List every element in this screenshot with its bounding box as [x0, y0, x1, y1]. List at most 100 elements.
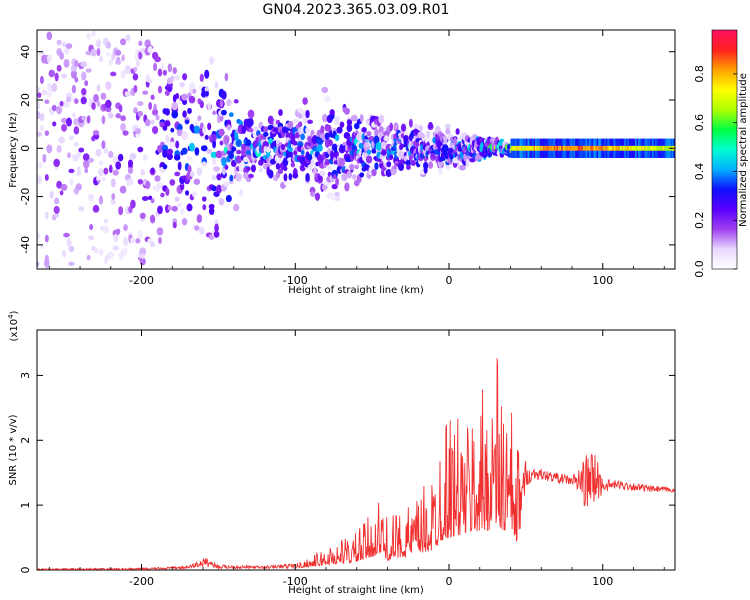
spectrogram-band-core	[602, 145, 606, 151]
spectrogram-cell	[221, 157, 227, 167]
spectrogram-cell	[156, 182, 164, 189]
spectrogram-band-core	[628, 145, 632, 151]
spectrogram-cell	[147, 195, 153, 201]
spectrogram-cell	[144, 180, 151, 190]
spectrogram-cell	[218, 128, 225, 137]
spectrogram-cell	[81, 87, 87, 96]
spectrogram-cell	[103, 218, 108, 224]
spectrogram-cell	[132, 73, 139, 81]
snr-series-line	[37, 358, 675, 570]
spectrogram-cell	[93, 93, 99, 103]
spectrogram-band-core	[611, 145, 615, 151]
spectrogram-cell	[44, 254, 49, 264]
spectrogram-cell	[150, 167, 155, 174]
spectrogram-cell	[290, 133, 296, 142]
spectrogram-cell	[54, 72, 59, 82]
spectrogram-cell	[101, 140, 106, 150]
spectrogram-cell	[37, 85, 40, 93]
spectrogram-band-core	[575, 145, 578, 151]
spectrogram-cell	[139, 48, 146, 53]
spectrogram-cell	[165, 134, 170, 144]
spectrogram-cell	[94, 247, 99, 254]
spectrogram-cell	[182, 73, 188, 81]
spectrogram-cell	[138, 51, 143, 60]
spectrogram-cell	[405, 164, 411, 170]
spectrogram-cell	[179, 208, 185, 215]
spectrogram-cell	[425, 130, 431, 138]
spectrogram-cell	[46, 54, 52, 63]
spectrogram-cell	[74, 60, 79, 68]
spectrogram-cell	[245, 150, 252, 156]
spectrogram-band-core	[545, 145, 549, 151]
spectrogram-cell	[123, 236, 129, 246]
spectrogram-band-core	[650, 145, 653, 151]
spectrogram-cell	[144, 118, 151, 127]
spectrogram-cell	[421, 134, 426, 139]
snr-panel: -200 -100 0 100 0 1 2 3 Height of straight line…	[7, 310, 676, 596]
spectrogram-band-core	[598, 145, 601, 151]
spectrogram-cell	[186, 155, 193, 161]
spectrogram-cell	[125, 34, 131, 42]
spectrogram-band-core	[627, 145, 630, 151]
spectrogram-band-core	[548, 145, 552, 151]
spectrogram-band-core	[610, 145, 613, 151]
spectrogram-cell	[120, 69, 126, 79]
spectrogram-cell	[177, 129, 183, 137]
spectrogram-cell	[213, 166, 220, 172]
spectrogram-cell	[123, 224, 128, 232]
spectrogram-cell	[112, 245, 119, 251]
spectrogram-cell	[397, 162, 405, 171]
spectrogram-cell	[174, 196, 180, 202]
spectrogram-cell	[194, 120, 199, 126]
spectrogram-cell	[161, 144, 169, 152]
spectrogram-cell	[151, 108, 159, 116]
spectrogram-cell	[316, 144, 323, 152]
spectrogram-cell	[437, 159, 444, 169]
spectrogram-cell	[169, 141, 176, 149]
spectrogram-xtick-label: -100	[283, 274, 308, 287]
spectrogram-cell	[239, 189, 244, 197]
spectrogram-band-core	[608, 145, 612, 151]
spectrogram-band-core	[587, 145, 590, 151]
spectrogram-cell	[98, 248, 104, 256]
spectrogram-cell	[336, 126, 343, 134]
spectrogram-cell	[267, 169, 274, 179]
spectrogram-cell	[192, 191, 197, 198]
snr-ytick-label: 1	[19, 502, 32, 509]
spectrogram-cell	[305, 109, 310, 119]
spectrogram-band-core	[524, 145, 527, 151]
spectrogram-cell	[300, 150, 305, 156]
spectrogram-cell	[88, 157, 94, 163]
spectrogram-cell	[225, 194, 232, 203]
spectrogram-band-core	[655, 145, 658, 151]
spectrogram-cell	[101, 176, 106, 182]
spectrogram-cell	[169, 179, 176, 186]
spectrogram-cell	[80, 96, 87, 105]
spectrogram-cell	[324, 132, 330, 140]
spectrogram-band-core	[571, 145, 575, 151]
spectrogram-band-core	[633, 145, 636, 151]
spectrogram-cell	[37, 261, 40, 267]
spectrogram-cell	[457, 146, 463, 152]
spectrogram-ytick-label: 0	[19, 145, 32, 152]
spectrogram-cell	[364, 141, 370, 148]
spectrogram-cell	[354, 164, 359, 170]
spectrogram-cell	[218, 197, 225, 206]
spectrogram-cell	[96, 176, 101, 181]
spectrogram-cell	[110, 178, 116, 188]
spectrogram-cell	[49, 190, 54, 199]
spectrogram-cell	[124, 91, 132, 97]
spectrogram-cell	[228, 150, 235, 160]
spectrogram-cell	[221, 90, 227, 100]
spectrogram-cell	[224, 72, 229, 82]
spectrogram-cell	[296, 141, 304, 148]
spectrogram-cell	[334, 195, 341, 202]
spectrogram-cell	[219, 99, 224, 108]
spectrogram-cell	[39, 125, 45, 132]
spectrogram-cell	[366, 149, 372, 155]
colorbar-tick-label: 0.2	[693, 211, 706, 229]
spectrogram-cell	[181, 147, 188, 155]
spectrogram-cell	[215, 184, 223, 194]
spectrogram-cell	[248, 173, 254, 179]
colorbar-frame	[711, 29, 738, 270]
